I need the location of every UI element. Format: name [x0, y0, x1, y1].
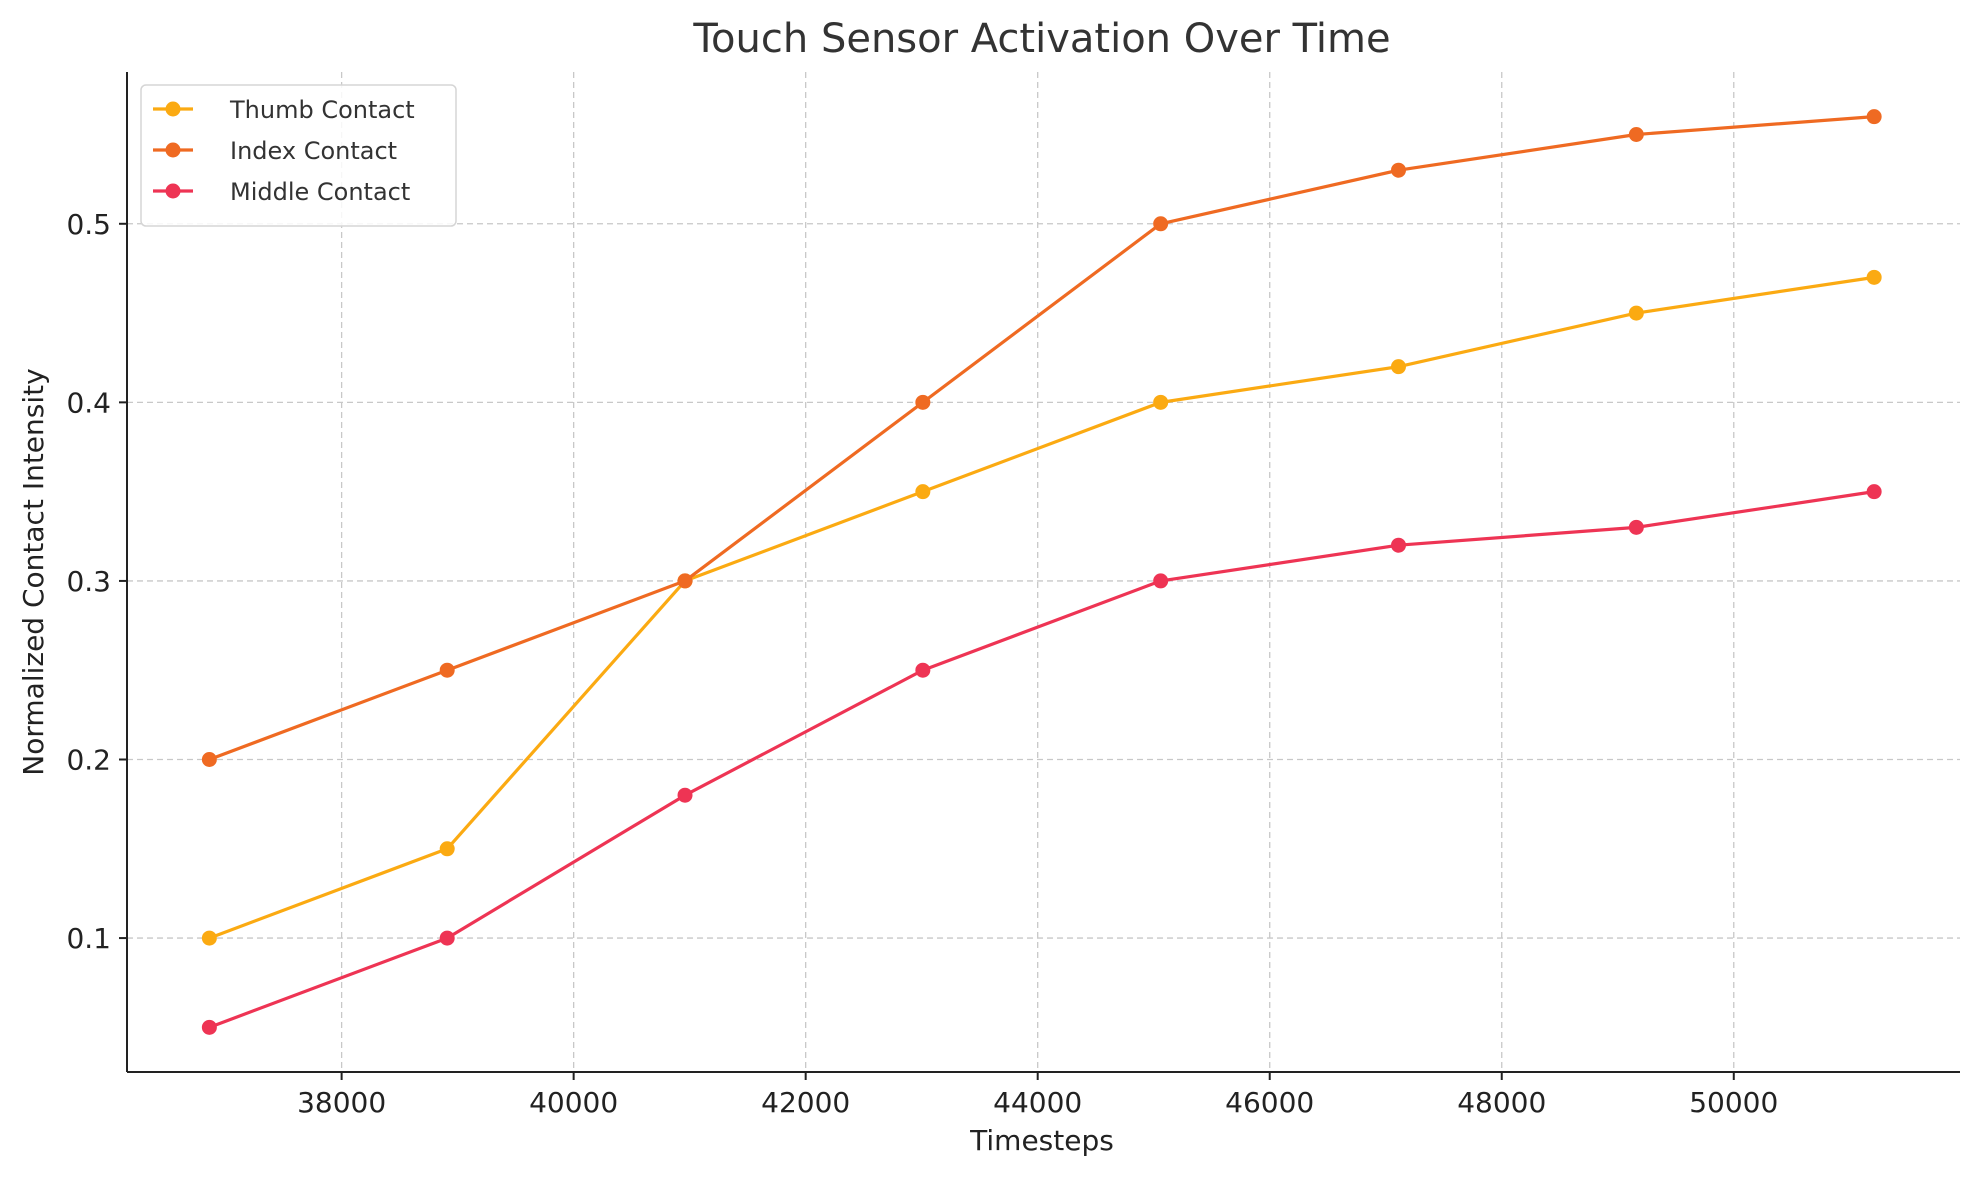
series-2-point-5 [1390, 537, 1406, 553]
legend-label-1: Index Contact [230, 137, 397, 165]
y-tick-label-4: 0.5 [66, 208, 111, 241]
axes-layer [126, 72, 1960, 1073]
series-2-point-6 [1628, 519, 1644, 535]
series-1-point-3 [915, 394, 931, 410]
series-1-point-0 [201, 752, 217, 767]
series-1-point-6 [1628, 127, 1644, 142]
series-layer [201, 109, 1882, 1035]
series-2-point-4 [1153, 573, 1169, 589]
y-tick-label-3: 0.4 [66, 386, 111, 419]
series-2-point-3 [915, 662, 931, 678]
series-2-point-1 [439, 930, 455, 946]
x-tick-label-4: 46000 [1225, 1086, 1314, 1119]
series-0-point-1 [439, 841, 455, 857]
series-1-point-1 [439, 662, 455, 678]
series-2 [201, 484, 1882, 1035]
legend-box [140, 84, 457, 227]
series-2-point-7 [1866, 484, 1882, 500]
ticks-layer: 38000 40000 42000 44000 46000 48000 50000 0.1 0.… [66, 208, 1778, 1119]
x-axis-label: Timesteps [969, 1124, 1114, 1157]
x-tick-label-0: 38000 [297, 1086, 386, 1119]
series-1 [201, 109, 1882, 767]
series-line-1 [207, 115, 1876, 762]
series-1-point-2 [677, 573, 693, 589]
x-tick-label-3: 44000 [993, 1086, 1082, 1119]
series-2-point-0 [201, 1019, 217, 1035]
y-tick-label-0: 0.1 [66, 922, 111, 955]
legend-item-1: Index Contact [153, 137, 397, 165]
chart-title: Touch Sensor Activation Over Time [692, 16, 1390, 62]
series-1-point-7 [1866, 109, 1882, 125]
series-0-point-3 [915, 484, 931, 500]
y-tick-label-1: 0.2 [66, 744, 111, 777]
x-tick-label-5: 48000 [1457, 1086, 1546, 1119]
series-line-2 [207, 490, 1876, 1029]
legend-item-0: Thumb Contact [153, 96, 415, 124]
legend-marker-2 [165, 183, 181, 199]
series-0-point-6 [1628, 305, 1644, 321]
x-tick-label-2: 42000 [761, 1086, 850, 1119]
series-0-point-7 [1866, 269, 1882, 285]
legend-item-2: Middle Contact [153, 178, 410, 206]
legend-marker-1 [165, 142, 181, 158]
x-tick-label-1: 40000 [529, 1086, 618, 1119]
series-line-0 [207, 275, 1876, 940]
series-0 [201, 269, 1882, 946]
series-0-point-5 [1390, 359, 1406, 375]
x-tick-label-6: 50000 [1689, 1086, 1778, 1119]
legend: Thumb Contact Index Contact Middle Contact [140, 84, 457, 227]
series-1-point-4 [1153, 216, 1169, 232]
legend-label-2: Middle Contact [230, 178, 410, 206]
y-axis-label: Normalized Contact Intensity [17, 368, 50, 775]
series-1-point-5 [1390, 162, 1406, 178]
legend-marker-0 [165, 101, 181, 117]
series-0-point-0 [201, 930, 217, 946]
y-tick-label-2: 0.3 [66, 565, 111, 598]
series-2-point-2 [677, 787, 693, 803]
legend-label-0: Thumb Contact [229, 96, 415, 124]
series-0-point-4 [1153, 394, 1169, 410]
